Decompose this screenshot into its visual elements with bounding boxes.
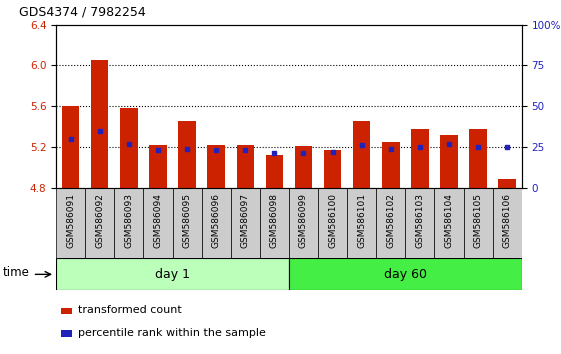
- Bar: [61, 330, 72, 337]
- Point: [444, 141, 453, 147]
- Bar: [405, 188, 434, 258]
- Bar: [201, 188, 231, 258]
- Bar: [85, 188, 114, 258]
- Bar: [318, 188, 347, 258]
- Text: GSM586098: GSM586098: [270, 193, 279, 248]
- Text: GSM586097: GSM586097: [241, 193, 250, 248]
- Bar: [347, 188, 376, 258]
- Bar: [289, 258, 522, 290]
- Text: GSM586102: GSM586102: [387, 193, 396, 248]
- Bar: [208, 145, 225, 188]
- Point: [387, 146, 396, 152]
- Bar: [260, 188, 289, 258]
- Point: [328, 149, 337, 155]
- Bar: [266, 155, 283, 188]
- Point: [125, 141, 134, 147]
- Text: transformed count: transformed count: [79, 305, 182, 315]
- Bar: [440, 135, 458, 188]
- Bar: [324, 150, 341, 188]
- Text: GSM586100: GSM586100: [328, 193, 337, 248]
- Bar: [411, 129, 429, 188]
- Bar: [353, 121, 370, 188]
- Text: GSM586093: GSM586093: [125, 193, 134, 248]
- Point: [270, 150, 279, 156]
- Bar: [178, 121, 196, 188]
- Point: [241, 147, 250, 153]
- Bar: [114, 188, 144, 258]
- Text: GSM586096: GSM586096: [211, 193, 220, 248]
- Bar: [173, 188, 201, 258]
- Bar: [434, 188, 463, 258]
- Bar: [289, 188, 318, 258]
- Text: GSM586095: GSM586095: [182, 193, 191, 248]
- Point: [95, 128, 104, 133]
- Text: time: time: [3, 266, 30, 279]
- Point: [66, 136, 75, 142]
- Bar: [493, 188, 522, 258]
- Bar: [463, 188, 493, 258]
- Text: day 60: day 60: [384, 268, 427, 281]
- Bar: [295, 146, 312, 188]
- Bar: [144, 188, 173, 258]
- Bar: [231, 188, 260, 258]
- Bar: [376, 188, 405, 258]
- Bar: [498, 179, 516, 188]
- Bar: [62, 106, 80, 188]
- Text: GSM586103: GSM586103: [415, 193, 424, 248]
- Bar: [56, 188, 85, 258]
- Text: GSM586099: GSM586099: [299, 193, 308, 248]
- Text: GSM586094: GSM586094: [154, 193, 163, 248]
- Point: [415, 144, 424, 150]
- Bar: [91, 61, 108, 188]
- Bar: [237, 145, 254, 188]
- Point: [357, 142, 366, 148]
- Text: percentile rank within the sample: percentile rank within the sample: [79, 328, 266, 338]
- Text: GSM586101: GSM586101: [357, 193, 366, 248]
- Text: GSM586105: GSM586105: [473, 193, 482, 248]
- Bar: [149, 145, 167, 188]
- Point: [154, 147, 163, 153]
- Bar: [470, 129, 487, 188]
- Text: GSM586091: GSM586091: [66, 193, 75, 248]
- Text: day 1: day 1: [155, 268, 190, 281]
- Text: GDS4374 / 7982254: GDS4374 / 7982254: [19, 5, 146, 18]
- Bar: [61, 308, 72, 314]
- Point: [211, 147, 220, 153]
- Point: [299, 150, 308, 156]
- Point: [473, 144, 482, 150]
- Text: GSM586104: GSM586104: [444, 193, 453, 248]
- Point: [182, 146, 191, 152]
- Point: [503, 144, 512, 150]
- Bar: [56, 258, 289, 290]
- Bar: [120, 108, 137, 188]
- Text: GSM586092: GSM586092: [95, 193, 104, 248]
- Text: GSM586106: GSM586106: [503, 193, 512, 248]
- Bar: [382, 142, 399, 188]
